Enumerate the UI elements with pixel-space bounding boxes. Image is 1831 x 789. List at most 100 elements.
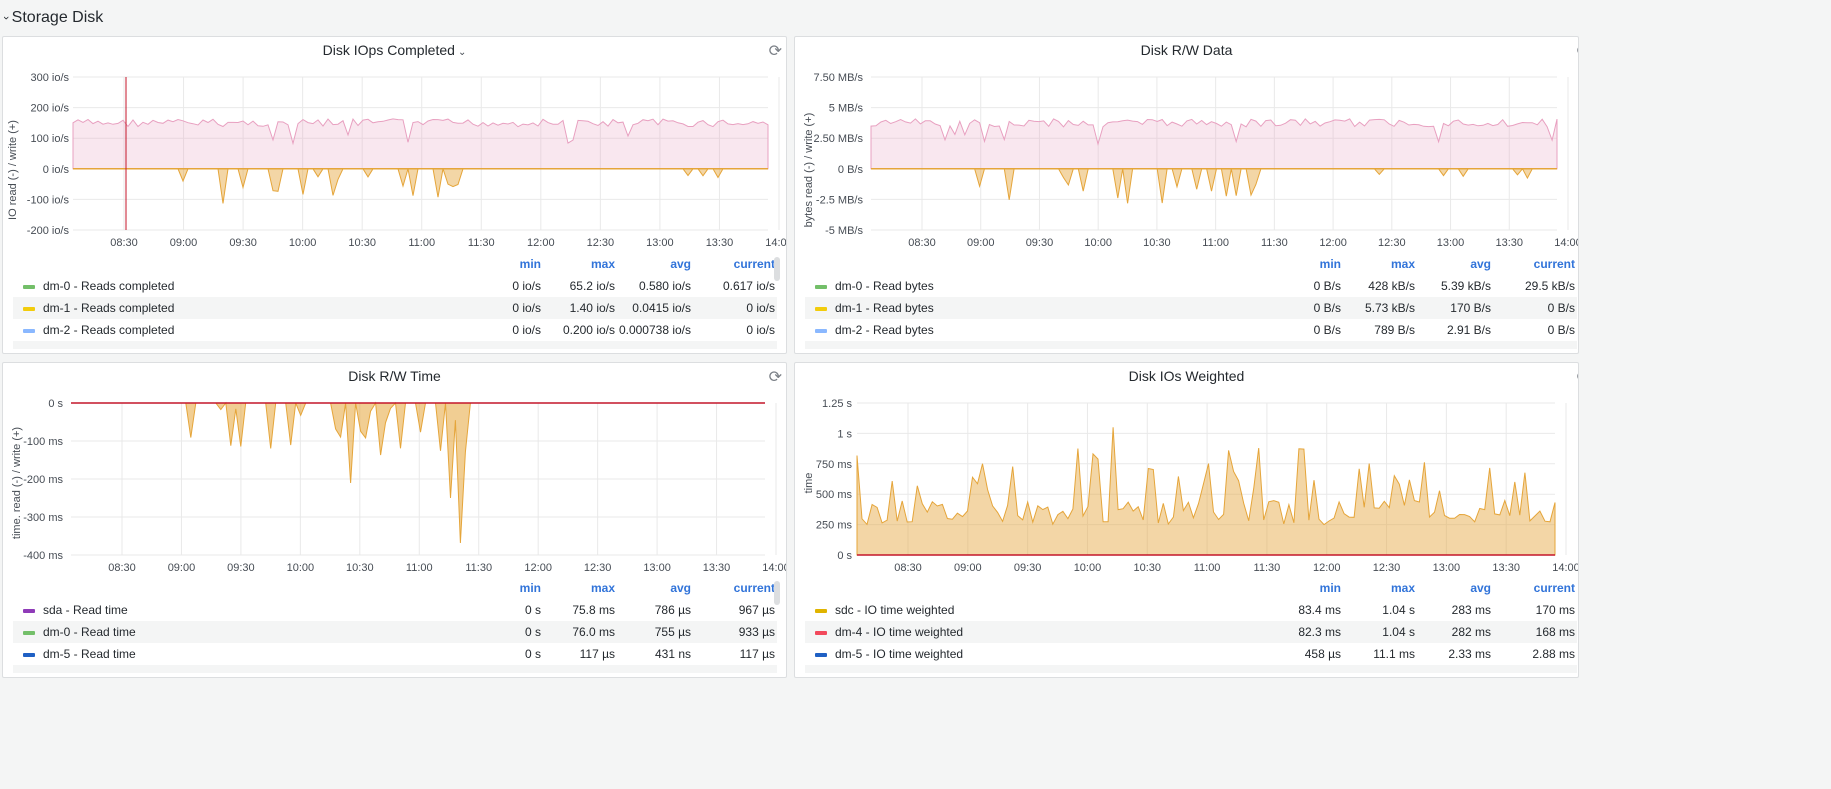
x-tick-label: 13:30 <box>1492 562 1520 574</box>
panel-title[interactable]: Disk IOps Completed ⌄ <box>322 42 467 58</box>
legend-row[interactable]: sdc - IO time weighted 83.4 ms 1.04 s 283 m… <box>805 599 1577 621</box>
legend-row[interactable]: dm-0 - Read bytes 0 B/s 428 kB/s 5.39 kB/s 2… <box>805 275 1577 297</box>
legend-row[interactable]: dm-4 - IO time weighted 82.3 ms 1.04 s 282 … <box>805 621 1577 643</box>
legend-column-min[interactable]: min <box>519 581 541 595</box>
legend-value-current: 29.5 kB/s <box>1524 279 1575 293</box>
x-tick-label: 13:00 <box>643 562 671 574</box>
legend-row[interactable]: sda - Read time 0 s 75.8 ms 786 µs 967 µs <box>13 599 777 621</box>
legend-row[interactable]: dm-0 - Read time 0 s 76.0 ms 755 µs 933 µs <box>13 621 777 643</box>
legend-row[interactable]: dm-1 - Reads completed 0 io/s 1.40 io/s 0.0… <box>13 297 777 319</box>
series-color-swatch[interactable] <box>815 285 827 289</box>
refresh-icon[interactable]: ⟳ <box>768 369 782 386</box>
series-name[interactable]: dm-0 - Reads completed <box>43 279 175 293</box>
legend-column-max[interactable]: max <box>1390 581 1415 595</box>
series-color-swatch[interactable] <box>23 307 35 311</box>
y-tick-label: 0 B/s <box>838 164 864 176</box>
series-name[interactable]: dm-0 - Read bytes <box>835 279 934 293</box>
x-tick-label: 11:00 <box>406 562 433 574</box>
legend-column-max[interactable]: max <box>590 581 615 595</box>
row-header-storage-disk[interactable]: › Storage Disk <box>0 6 103 30</box>
series-name[interactable]: dm-2 - Reads completed <box>43 323 175 337</box>
chevron-down-icon[interactable]: ⌄ <box>457 47 467 58</box>
chart-area: 300 io/s 200 io/s 100 io/s 0 io/s -100 io/s -… <box>27 72 786 249</box>
series-color-swatch[interactable] <box>815 609 827 613</box>
y-tick-label: -400 ms <box>23 550 63 562</box>
refresh-icon[interactable]: ⟳ <box>1577 367 1578 387</box>
y-tick-label: -100 ms <box>23 436 63 448</box>
series-name[interactable]: dm-5 - Read time <box>43 647 136 661</box>
legend-value-max: 65.2 io/s <box>569 279 615 293</box>
series-color-swatch[interactable] <box>815 329 827 333</box>
series-color-swatch[interactable] <box>815 307 827 311</box>
legend-value-avg: 283 ms <box>1451 603 1491 617</box>
legend: min max avg current dm-0 - Reads completed 0 … <box>13 255 777 353</box>
series-name[interactable]: dm-2 - Read bytes <box>835 323 934 337</box>
series-name[interactable]: sda - Read time <box>43 603 128 617</box>
series-color-swatch[interactable] <box>23 609 35 613</box>
y-tick-label: 300 io/s <box>30 72 69 84</box>
legend-row[interactable]: dm-2 - Reads completed 0 io/s 0.200 io/s 0.… <box>13 319 777 341</box>
y-tick-label: 0 s <box>837 550 852 562</box>
panel-title[interactable]: Disk R/W Time <box>348 368 441 384</box>
legend-column-current[interactable]: current <box>1533 257 1575 271</box>
series-name[interactable]: dm-0 - Read time <box>43 625 136 639</box>
y-tick-label: -200 ms <box>23 474 63 486</box>
legend-column-avg[interactable]: avg <box>670 581 691 595</box>
series-color-swatch[interactable] <box>23 285 35 289</box>
legend-scrollbar[interactable] <box>774 257 780 281</box>
legend-row[interactable]: dm-0 - Reads completed 0 io/s 65.2 io/s 0.5… <box>13 275 777 297</box>
x-tick-label: 09:30 <box>1026 237 1054 249</box>
legend-value-current: 2.88 ms <box>1532 647 1575 661</box>
series-color-swatch[interactable] <box>815 631 827 635</box>
series-name[interactable]: dm-1 - Reads completed <box>43 301 175 315</box>
series-name[interactable]: dm-1 - Read bytes <box>835 301 934 315</box>
series-name[interactable]: dm-4 - IO time weighted <box>835 625 964 639</box>
legend-column-max[interactable]: max <box>1390 257 1415 271</box>
legend-column-min[interactable]: min <box>1319 257 1341 271</box>
x-tick-label: 12:00 <box>1313 562 1341 574</box>
x-tick-label: 08:30 <box>908 237 936 249</box>
series-name[interactable]: sdc - IO time weighted <box>835 603 955 617</box>
x-tick-label: 08:30 <box>110 237 138 249</box>
legend-value-min: 0 io/s <box>512 301 541 315</box>
legend-scrollbar[interactable] <box>774 581 780 605</box>
x-tick-label: 14:00 <box>1552 562 1579 574</box>
legend-value-min: 0 s <box>524 603 541 617</box>
legend-column-min[interactable]: min <box>1319 581 1341 595</box>
legend-column-avg[interactable]: avg <box>1470 257 1491 271</box>
x-tick-label: 11:00 <box>1202 237 1229 249</box>
x-tick-label: 13:00 <box>1437 237 1465 249</box>
series-color-swatch[interactable] <box>23 653 35 657</box>
legend-value-current: 117 µs <box>739 647 775 661</box>
legend-row[interactable]: dm-1 - Read bytes 0 B/s 5.73 kB/s 170 B/s 0 … <box>805 297 1577 319</box>
panel-disk-rw-time: Disk R/W Time ⟳ time. read (-) / write (… <box>2 362 787 678</box>
series-color-swatch[interactable] <box>23 631 35 635</box>
legend-row[interactable]: dm-2 - Read bytes 0 B/s 789 B/s 2.91 B/s 0 B… <box>805 319 1577 341</box>
x-tick-label: 09:30 <box>229 237 257 249</box>
y-tick-label: 750 ms <box>816 459 853 471</box>
write-series-area <box>870 118 1558 170</box>
legend-column-max[interactable]: max <box>590 257 615 271</box>
legend-row[interactable]: dm-5 - Read time 0 s 117 µs 431 ns 117 µs <box>13 643 777 665</box>
legend-column-current[interactable]: current <box>1533 581 1575 595</box>
series-color-swatch[interactable] <box>23 329 35 333</box>
series-color-swatch[interactable] <box>815 653 827 657</box>
chart-area: 1.25 s 1 s 750 ms 500 ms 250 ms 0 s 08:30 09:00… <box>816 398 1579 574</box>
refresh-icon[interactable]: ⟳ <box>768 43 782 60</box>
panel-title[interactable]: Disk R/W Data <box>1140 42 1233 58</box>
refresh-icon[interactable]: ⟳ <box>1577 41 1578 61</box>
legend-column-min[interactable]: min <box>519 257 541 271</box>
legend-column-avg[interactable]: avg <box>670 257 691 271</box>
legend-column-current[interactable]: current <box>733 257 775 271</box>
legend-column-avg[interactable]: avg <box>1470 581 1491 595</box>
x-tick-label: 14:00 <box>1554 237 1579 249</box>
legend-row[interactable]: dm-5 - IO time weighted 458 µs 11.1 ms 2.33… <box>805 643 1577 665</box>
x-tick-label: 13:30 <box>1496 237 1524 249</box>
panel-title[interactable]: Disk IOs Weighted <box>1128 368 1245 384</box>
x-tick-label: 13:00 <box>646 237 674 249</box>
legend-column-current[interactable]: current <box>733 581 775 595</box>
panel-disk-iops-completed: Disk IOps Completed ⌄ ⟳ IO read (-) / wri… <box>2 36 787 354</box>
x-tick-label: 13:30 <box>706 237 734 249</box>
series-name[interactable]: dm-5 - IO time weighted <box>835 647 964 661</box>
